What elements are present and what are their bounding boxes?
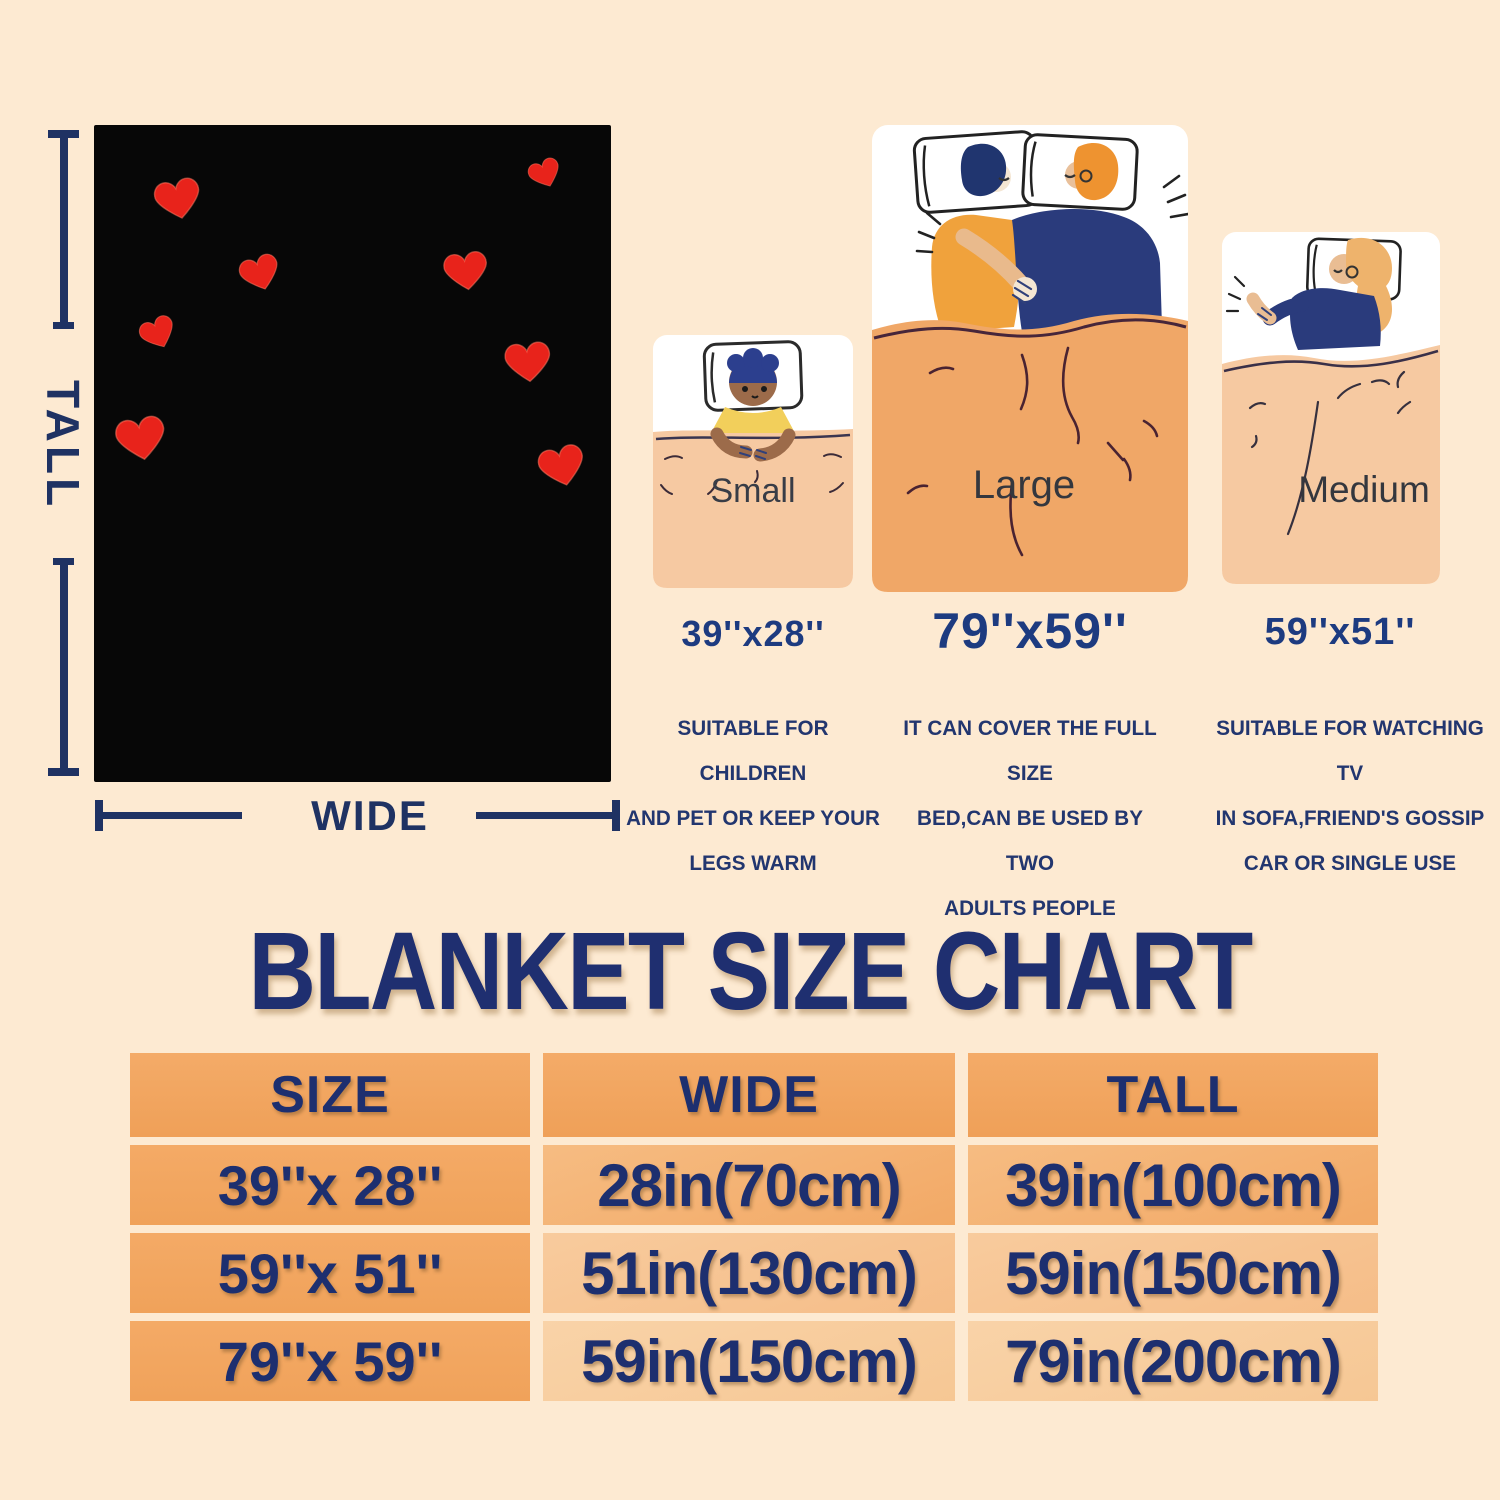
- large-description: IT CAN COVER THE FULL SIZE BED,CAN BE US…: [891, 706, 1169, 931]
- woman-body: [1290, 288, 1381, 350]
- woman-hand: [1246, 292, 1277, 325]
- heart-icon: [138, 315, 173, 348]
- table-cell: 59''x 51'': [130, 1233, 530, 1313]
- tall-dimension-lower-line: [60, 558, 68, 772]
- column-header-tall: TALL: [968, 1053, 1378, 1137]
- medium-size-illustration: Medium: [1222, 232, 1440, 584]
- large-size-text: 79''x59'': [932, 603, 1128, 659]
- table-cell: 79''x 59'': [130, 1321, 530, 1401]
- column-header-wide: WIDE: [543, 1053, 955, 1137]
- woman-hair: [1073, 143, 1119, 201]
- small-size-text: 39''x28'': [681, 613, 825, 654]
- table-cell: 51in(130cm): [543, 1233, 955, 1313]
- description-line: AND PET OR KEEP YOUR: [626, 806, 880, 830]
- tall-dimension-upper-tick: [53, 322, 74, 329]
- heart-icon: [527, 157, 559, 187]
- heart-icon: [153, 177, 200, 219]
- wide-dimension-left-line: [99, 812, 242, 819]
- medium-blanket: [1222, 345, 1440, 584]
- heart-icon: [238, 253, 278, 290]
- heart-icon: [504, 341, 551, 383]
- left-person-body: [931, 214, 1020, 332]
- description-line: SUITABLE FOR WATCHING TV: [1216, 716, 1484, 785]
- description-line: CAR OR SINGLE USE: [1243, 851, 1457, 875]
- table-cell: 39in(100cm): [968, 1145, 1378, 1225]
- large-card-label: Large: [973, 463, 1075, 507]
- heart-icon: [443, 251, 487, 291]
- tall-label: TALL: [37, 379, 89, 511]
- small-size-illustration: Small: [653, 335, 853, 588]
- description-line: ADULTS PEOPLE: [944, 896, 1116, 920]
- table-cell: 79in(200cm): [968, 1321, 1378, 1401]
- small-description: SUITABLE FOR CHILDREN AND PET OR KEEP YO…: [623, 706, 882, 886]
- small-card-label: Small: [710, 472, 795, 510]
- table-cell: 39''x 28'': [130, 1145, 530, 1225]
- description-line: IN SOFA,FRIEND'S GOSSIP: [1215, 806, 1485, 830]
- description-line: IT CAN COVER THE FULL SIZE: [903, 716, 1157, 785]
- wide-dimension-right-cap: [612, 800, 620, 831]
- table-cell: 59in(150cm): [543, 1321, 955, 1401]
- size-table: SIZE WIDE TALL 39''x 28'' 28in(70cm) 39i…: [130, 1053, 1378, 1401]
- wide-label: WIDE: [311, 792, 429, 839]
- description-line: BED,CAN BE USED BY TWO: [917, 806, 1143, 875]
- heart-icon: [115, 415, 165, 461]
- heart-icon: [537, 444, 583, 486]
- large-blanket: [872, 313, 1188, 592]
- hug-arm: [955, 228, 1029, 292]
- tall-dimension-upper-line: [60, 130, 68, 328]
- description-line: SUITABLE FOR CHILDREN: [677, 716, 829, 785]
- tall-dimension-bottom-cap: [48, 768, 79, 776]
- man-hair: [960, 143, 1007, 197]
- medium-size-text: 59''x51'': [1264, 611, 1416, 653]
- page-title: BLANKET SIZE CHART: [248, 910, 1253, 1033]
- column-header-size: SIZE: [130, 1053, 530, 1137]
- table-cell: 28in(70cm): [543, 1145, 955, 1225]
- medium-card-label: Medium: [1298, 469, 1430, 510]
- description-line: LEGS WARM: [689, 851, 817, 875]
- table-cell: 59in(150cm): [968, 1233, 1378, 1313]
- medium-description: SUITABLE FOR WATCHING TV IN SOFA,FRIEND'…: [1211, 706, 1489, 886]
- right-person-body: [1012, 209, 1162, 332]
- wide-dimension-right-line: [476, 812, 616, 819]
- blanket-product-image: [94, 125, 611, 782]
- large-size-illustration: Large: [872, 125, 1188, 592]
